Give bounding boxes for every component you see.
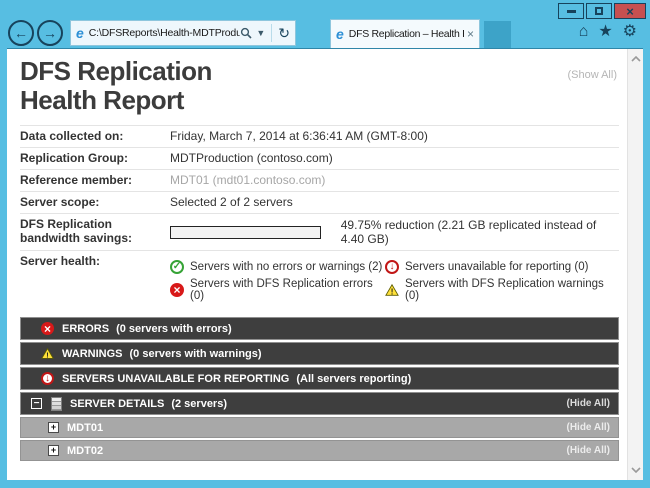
health-item: Servers unavailable for reporting (0) [385,259,619,274]
section-detail: (All servers reporting) [296,372,412,385]
favorites-star-icon[interactable]: ★ [598,23,613,40]
section-detail: (0 servers with warnings) [129,347,262,360]
expand-icon[interactable] [48,445,59,456]
section-title: ERRORS [62,322,110,335]
back-button[interactable]: ← [8,20,34,46]
info-row: Server scope: Selected 2 of 2 servers [20,191,619,213]
info-row: Replication Group: MDTProduction (contos… [20,147,619,169]
search-icon[interactable] [240,27,252,39]
health-item: Servers with DFS Replication errors (0) [170,278,385,302]
error-circle-icon [170,282,184,297]
warning-triangle-icon: ! [41,347,54,360]
tab-close-icon[interactable]: × [466,27,474,41]
info-value: MDTProduction (contoso.com) [170,151,333,165]
section-title: SERVER DETAILS [70,397,165,410]
page-icon: e [76,25,84,41]
health-item: Servers with no errors or warnings (2) [170,259,385,274]
close-button[interactable]: × [614,3,646,19]
chevron-down-icon [630,467,641,473]
health-item: ! Servers with DFS Replication warnings … [385,278,619,302]
forward-button[interactable]: → [37,20,63,46]
bandwidth-progress-bar [170,225,321,239]
svg-text:!: ! [46,351,48,360]
tab-title: DFS Replication – Health Re... [348,28,464,40]
refresh-icon[interactable]: ↻ [278,25,290,41]
info-label: Data collected on: [20,129,124,143]
browser-toolbar-icons: ⌂ ★ ⚙ [579,24,637,40]
info-row: Data collected on: Friday, March 7, 2014… [20,125,619,147]
info-row: Reference member: MDT01 (mdt01.contoso.c… [20,169,619,191]
show-all-link[interactable]: (Show All) [567,69,617,81]
report-info-table: Data collected on: Friday, March 7, 2014… [20,125,619,305]
server-row-mdt01[interactable]: MDT01 (Hide All) [20,417,619,438]
info-label: Reference member: [20,173,133,187]
bandwidth-row: DFS Replication bandwidth savings: 49.75… [20,213,619,250]
server-icon [51,396,62,411]
bandwidth-text: 49.75% reduction (2.21 GB replicated ins… [340,218,597,246]
health-item-text: Servers with no errors or warnings (2) [190,260,383,273]
hide-all-link[interactable]: (Hide All) [566,398,610,409]
svg-text:!: ! [391,287,394,296]
scroll-up-button[interactable] [628,51,643,67]
info-label: Server scope: [20,195,100,209]
address-bar[interactable]: e C:\DFSReports\Health-MDTProduction-07M… [70,20,296,46]
section-title: WARNINGS [62,347,123,360]
settings-gear-icon[interactable]: ⚙ [622,23,637,40]
scroll-down-button[interactable] [628,462,643,478]
browser-tab[interactable]: e DFS Replication – Health Re... × [330,19,480,48]
health-item-text: Servers with DFS Replication errors (0) [190,277,373,302]
window-controls: × [558,3,646,19]
section-detail: (2 servers) [171,397,227,410]
server-health-row: Server health: Servers with no errors or… [20,250,619,305]
server-name: MDT02 [67,444,104,457]
info-value: MDT01 (mdt01.contoso.com) [170,173,326,187]
home-icon[interactable]: ⌂ [578,23,589,40]
hide-all-link[interactable]: (Hide All) [566,445,610,456]
navigation-bar: ← → e C:\DFSReports\Health-MDTProduction… [8,19,296,47]
section-detail: (0 servers with errors) [116,322,232,335]
info-label: Replication Group: [20,151,128,165]
address-text[interactable]: C:\DFSReports\Health-MDTProduction-07Ma [88,27,241,39]
chevron-up-icon [630,56,641,62]
health-item-text: Servers unavailable for reporting (0) [405,260,589,273]
section-errors[interactable]: ERRORS (0 servers with errors) [20,317,619,340]
warning-triangle-icon: ! [385,283,399,296]
unavailable-circle-icon [385,259,399,274]
back-arrow-icon: ← [14,25,28,41]
report-body: DFS Replication Health Report (Show All)… [20,49,619,480]
section-warnings[interactable]: ! WARNINGS (0 servers with warnings) [20,342,619,365]
section-server-details[interactable]: SERVER DETAILS (2 servers) (Hide All) [20,392,619,415]
hide-all-link[interactable]: (Hide All) [566,422,610,433]
section-title: SERVERS UNAVAILABLE FOR REPORTING [62,372,290,385]
page-content: DFS Replication Health Report (Show All)… [7,48,643,480]
new-tab-button[interactable] [484,21,511,48]
forward-arrow-icon: → [43,25,57,41]
divider [271,24,273,42]
check-circle-icon [170,259,184,274]
info-label: Server health: [20,254,101,268]
page-title: DFS Replication Health Report [20,56,212,115]
report-sections: ERRORS (0 servers with errors) ! WARNING… [20,317,619,461]
collapse-icon[interactable] [31,398,42,409]
minimize-icon [566,9,576,13]
vertical-scrollbar[interactable] [627,49,643,480]
maximize-button[interactable] [586,3,612,19]
section-unavailable[interactable]: SERVERS UNAVAILABLE FOR REPORTING (All s… [20,367,619,390]
ie-icon: e [336,26,344,42]
server-row-mdt02[interactable]: MDT02 (Hide All) [20,440,619,461]
info-value: Selected 2 of 2 servers [170,195,293,209]
close-icon: × [626,3,634,19]
health-item-text: Servers with DFS Replication warnings (0… [405,277,604,302]
minimize-button[interactable] [558,3,584,19]
server-name: MDT01 [67,421,104,434]
unavailable-circle-icon [41,372,54,385]
maximize-icon [595,7,603,15]
info-value: Friday, March 7, 2014 at 6:36:41 AM (GMT… [170,129,428,143]
error-circle-icon [41,322,54,335]
expand-icon[interactable] [48,422,59,433]
address-dropdown-caret[interactable]: ▼ [256,28,266,38]
info-label: DFS Replication bandwidth savings: [20,217,133,245]
